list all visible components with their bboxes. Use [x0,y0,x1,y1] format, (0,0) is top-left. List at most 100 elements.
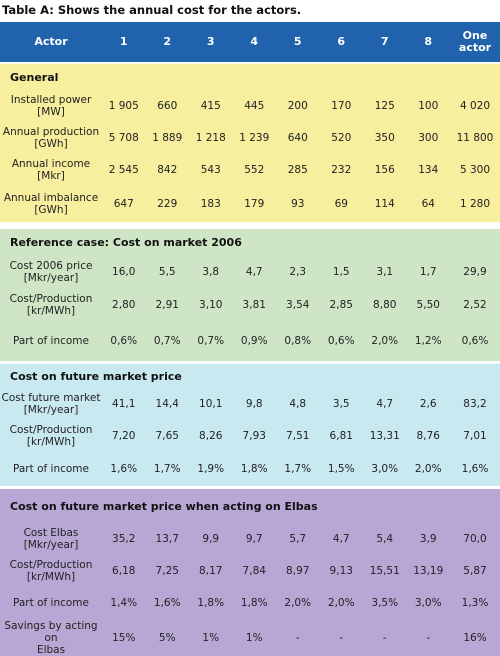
value-cell: 29,9 [463,265,487,278]
value-cell: 2,0% [371,335,399,347]
row-label-line: Cost/Production [9,424,93,436]
value-cell: 15% [112,631,136,644]
section-title: Cost on future market price [10,369,182,383]
value-cell: 100 [418,100,439,112]
row-label-line: Annual income [11,158,91,170]
row-label-line: Part of income [13,335,89,347]
value-cell: 552 [244,164,265,176]
row-label-line: [Mkr/year] [23,539,79,551]
row-label: Cost/Production [kr/MWh] [0,420,102,452]
row-label: Cost Elbas [Mkr/year] [0,523,102,555]
value-cell: 93 [291,198,305,210]
column-header: Actor [34,35,68,48]
section-title: General [10,70,59,84]
value-cell: 1 239 [239,132,270,144]
value-cell: 2,80 [112,298,136,311]
value-cell: 1 218 [195,132,226,144]
value-cell: 1 889 [152,132,183,144]
value-cell: 11 800 [456,132,494,144]
value-cell: 5% [158,631,176,644]
value-cell: 1% [202,631,220,644]
value-cell: 7,25 [155,565,179,577]
column-header: 5 [293,35,302,48]
row-label-line: [Mkr/year] [23,271,79,284]
row-label-line: Savings by acting on [4,619,98,644]
value-cell: 200 [287,100,308,112]
value-cell: 114 [374,198,395,210]
row-label: Part of income [0,587,102,619]
column-header: 2 [163,35,172,48]
value-cell: 16% [463,631,487,644]
value-cell: 156 [374,164,395,176]
row-label-line: Installed power [10,94,92,106]
value-cell: 1,4% [110,597,138,609]
row-label-line: [Mkr] [37,170,65,182]
value-cell: 5,7 [289,533,307,545]
section-band [0,229,500,361]
value-cell: 0,7% [197,335,225,347]
row-label-line: Elbas [36,643,66,656]
value-cell: 445 [244,100,265,112]
value-cell: 1,5% [327,463,355,475]
value-cell: 1,5 [332,265,350,278]
value-cell: 232 [331,164,352,176]
value-cell: 134 [418,164,439,176]
value-cell: 229 [157,198,178,210]
row-label-line: Annual imbalance [3,192,99,204]
row-label-line: [kr/MWh] [26,436,76,448]
column-header: 3 [206,35,215,48]
value-cell: 70,0 [463,533,487,545]
value-cell: 6,81 [329,430,353,442]
value-cell: 7,84 [242,565,266,577]
row-label: Savings by acting on Elbas [0,619,102,656]
value-cell: 16,0 [112,265,136,278]
value-cell: 6,18 [112,565,136,577]
table-title: Table A: Shows the annual cost for the a… [2,3,302,17]
value-cell: 2,91 [155,298,179,311]
value-cell: 0,7% [153,335,181,347]
row-label-line: [GWh] [34,138,68,150]
value-cell: 3,81 [242,298,266,311]
value-cell: 1,7 [419,265,437,278]
row-label: Annual income [Mkr] [0,154,102,186]
value-cell: 0,6% [461,335,489,347]
value-cell: 2 545 [108,164,139,176]
value-cell: 13,31 [369,430,400,442]
value-cell: 2,0% [414,463,442,475]
value-cell: 35,2 [112,533,136,545]
header-band [0,22,500,62]
value-cell: 7,20 [112,430,136,442]
value-cell: 8,17 [199,565,223,577]
value-cell: 1,6% [153,597,181,609]
value-cell: 0,9% [240,335,268,347]
value-cell: 14,4 [155,398,179,410]
value-cell: 13,19 [413,565,444,577]
value-cell: 4 020 [459,100,491,112]
value-cell: 4,7 [376,398,394,410]
value-cell: 647 [113,198,134,210]
value-cell: 41,1 [112,398,136,410]
value-cell: 2,52 [463,298,487,311]
value-cell: 179 [244,198,265,210]
value-cell: 5,87 [463,565,487,577]
section-band [0,489,500,656]
row-label-line: [GWh] [34,204,68,216]
value-cell: 8,80 [373,298,397,311]
row-label: Annual production [GWh] [0,122,102,154]
row-label: Annual imbalance [GWh] [0,186,102,222]
value-cell: 64 [421,198,435,210]
value-cell: 2,0% [284,597,312,609]
value-cell: 1 280 [459,198,491,210]
value-cell: 415 [200,100,221,112]
row-label: Part of income [0,321,102,361]
value-cell: 3,5% [371,597,399,609]
column-header: 4 [250,35,259,48]
value-cell: 3,54 [286,298,310,311]
value-cell: 3,9 [419,533,437,545]
row-label-line: [MW] [37,106,65,118]
value-cell: 8,26 [199,430,223,442]
column-header: 1 [119,35,128,48]
row-label: Cost 2006 price [Mkr/year] [0,255,102,288]
value-cell: 83,2 [463,398,487,410]
